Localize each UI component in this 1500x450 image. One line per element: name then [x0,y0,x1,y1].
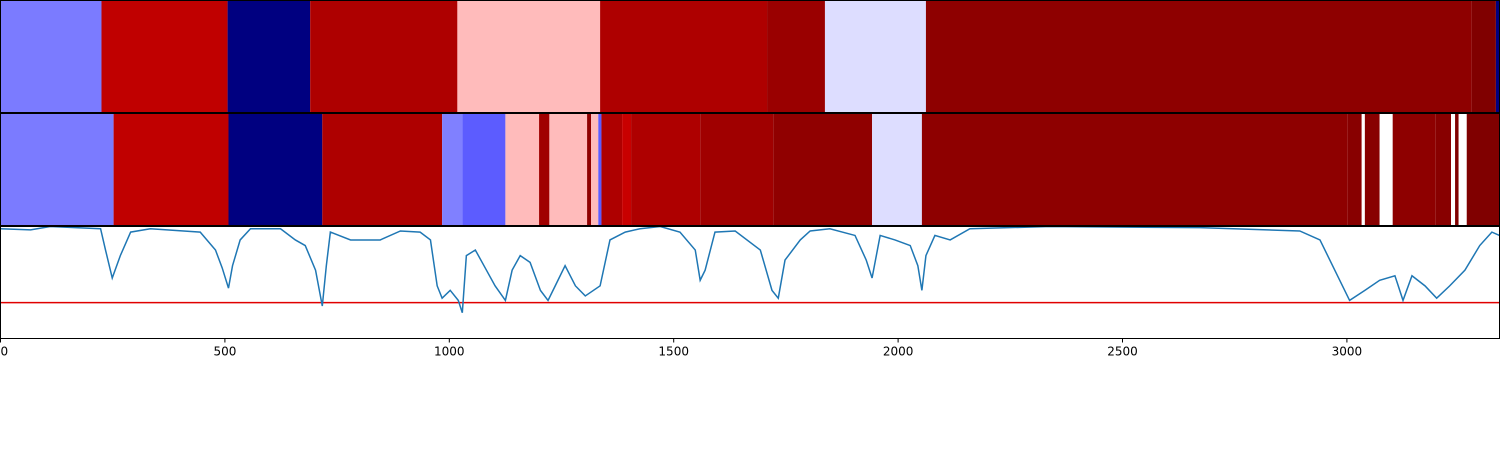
x-tick-label: 2000 [883,344,914,358]
segment [1495,0,1500,113]
segment [505,113,540,226]
segment [1458,113,1467,226]
segment [322,113,443,226]
segment [1466,113,1500,226]
segment [228,113,323,226]
segment [1361,113,1365,226]
segment [462,113,506,226]
segment [598,113,602,226]
x-tick-label: 1500 [658,344,689,358]
segment [0,113,114,226]
segment [631,113,701,226]
segment [622,113,632,226]
segment [113,113,229,226]
x-tick-label: 0 [1,344,9,358]
segment [700,113,774,226]
segment [539,113,550,226]
segment [601,113,623,226]
x-tick-label: 1000 [434,344,465,358]
segment [1435,113,1452,226]
line-series [0,226,1500,313]
segment [442,113,463,226]
panel-frame [0,226,1500,339]
x-tick-label: 3000 [1332,344,1363,358]
segment [310,0,458,113]
segment [600,0,768,113]
segment [457,0,601,113]
segment [1451,113,1456,226]
segment [0,0,102,113]
segment [587,113,592,226]
segment [101,0,228,113]
segment [872,113,922,226]
segment [1364,113,1380,226]
segment [227,0,311,113]
segment [1455,113,1459,226]
segment [1392,113,1436,226]
x-tick-label: 2500 [1107,344,1138,358]
segment [824,0,926,113]
segment [1379,113,1393,226]
segment [591,113,599,226]
segment [773,113,873,226]
segment [549,113,588,226]
segment [1347,113,1362,226]
segment [1471,0,1496,113]
x-tick-label: 500 [213,344,236,358]
segment [925,0,1472,113]
segment [921,113,1348,226]
segment [767,0,825,113]
